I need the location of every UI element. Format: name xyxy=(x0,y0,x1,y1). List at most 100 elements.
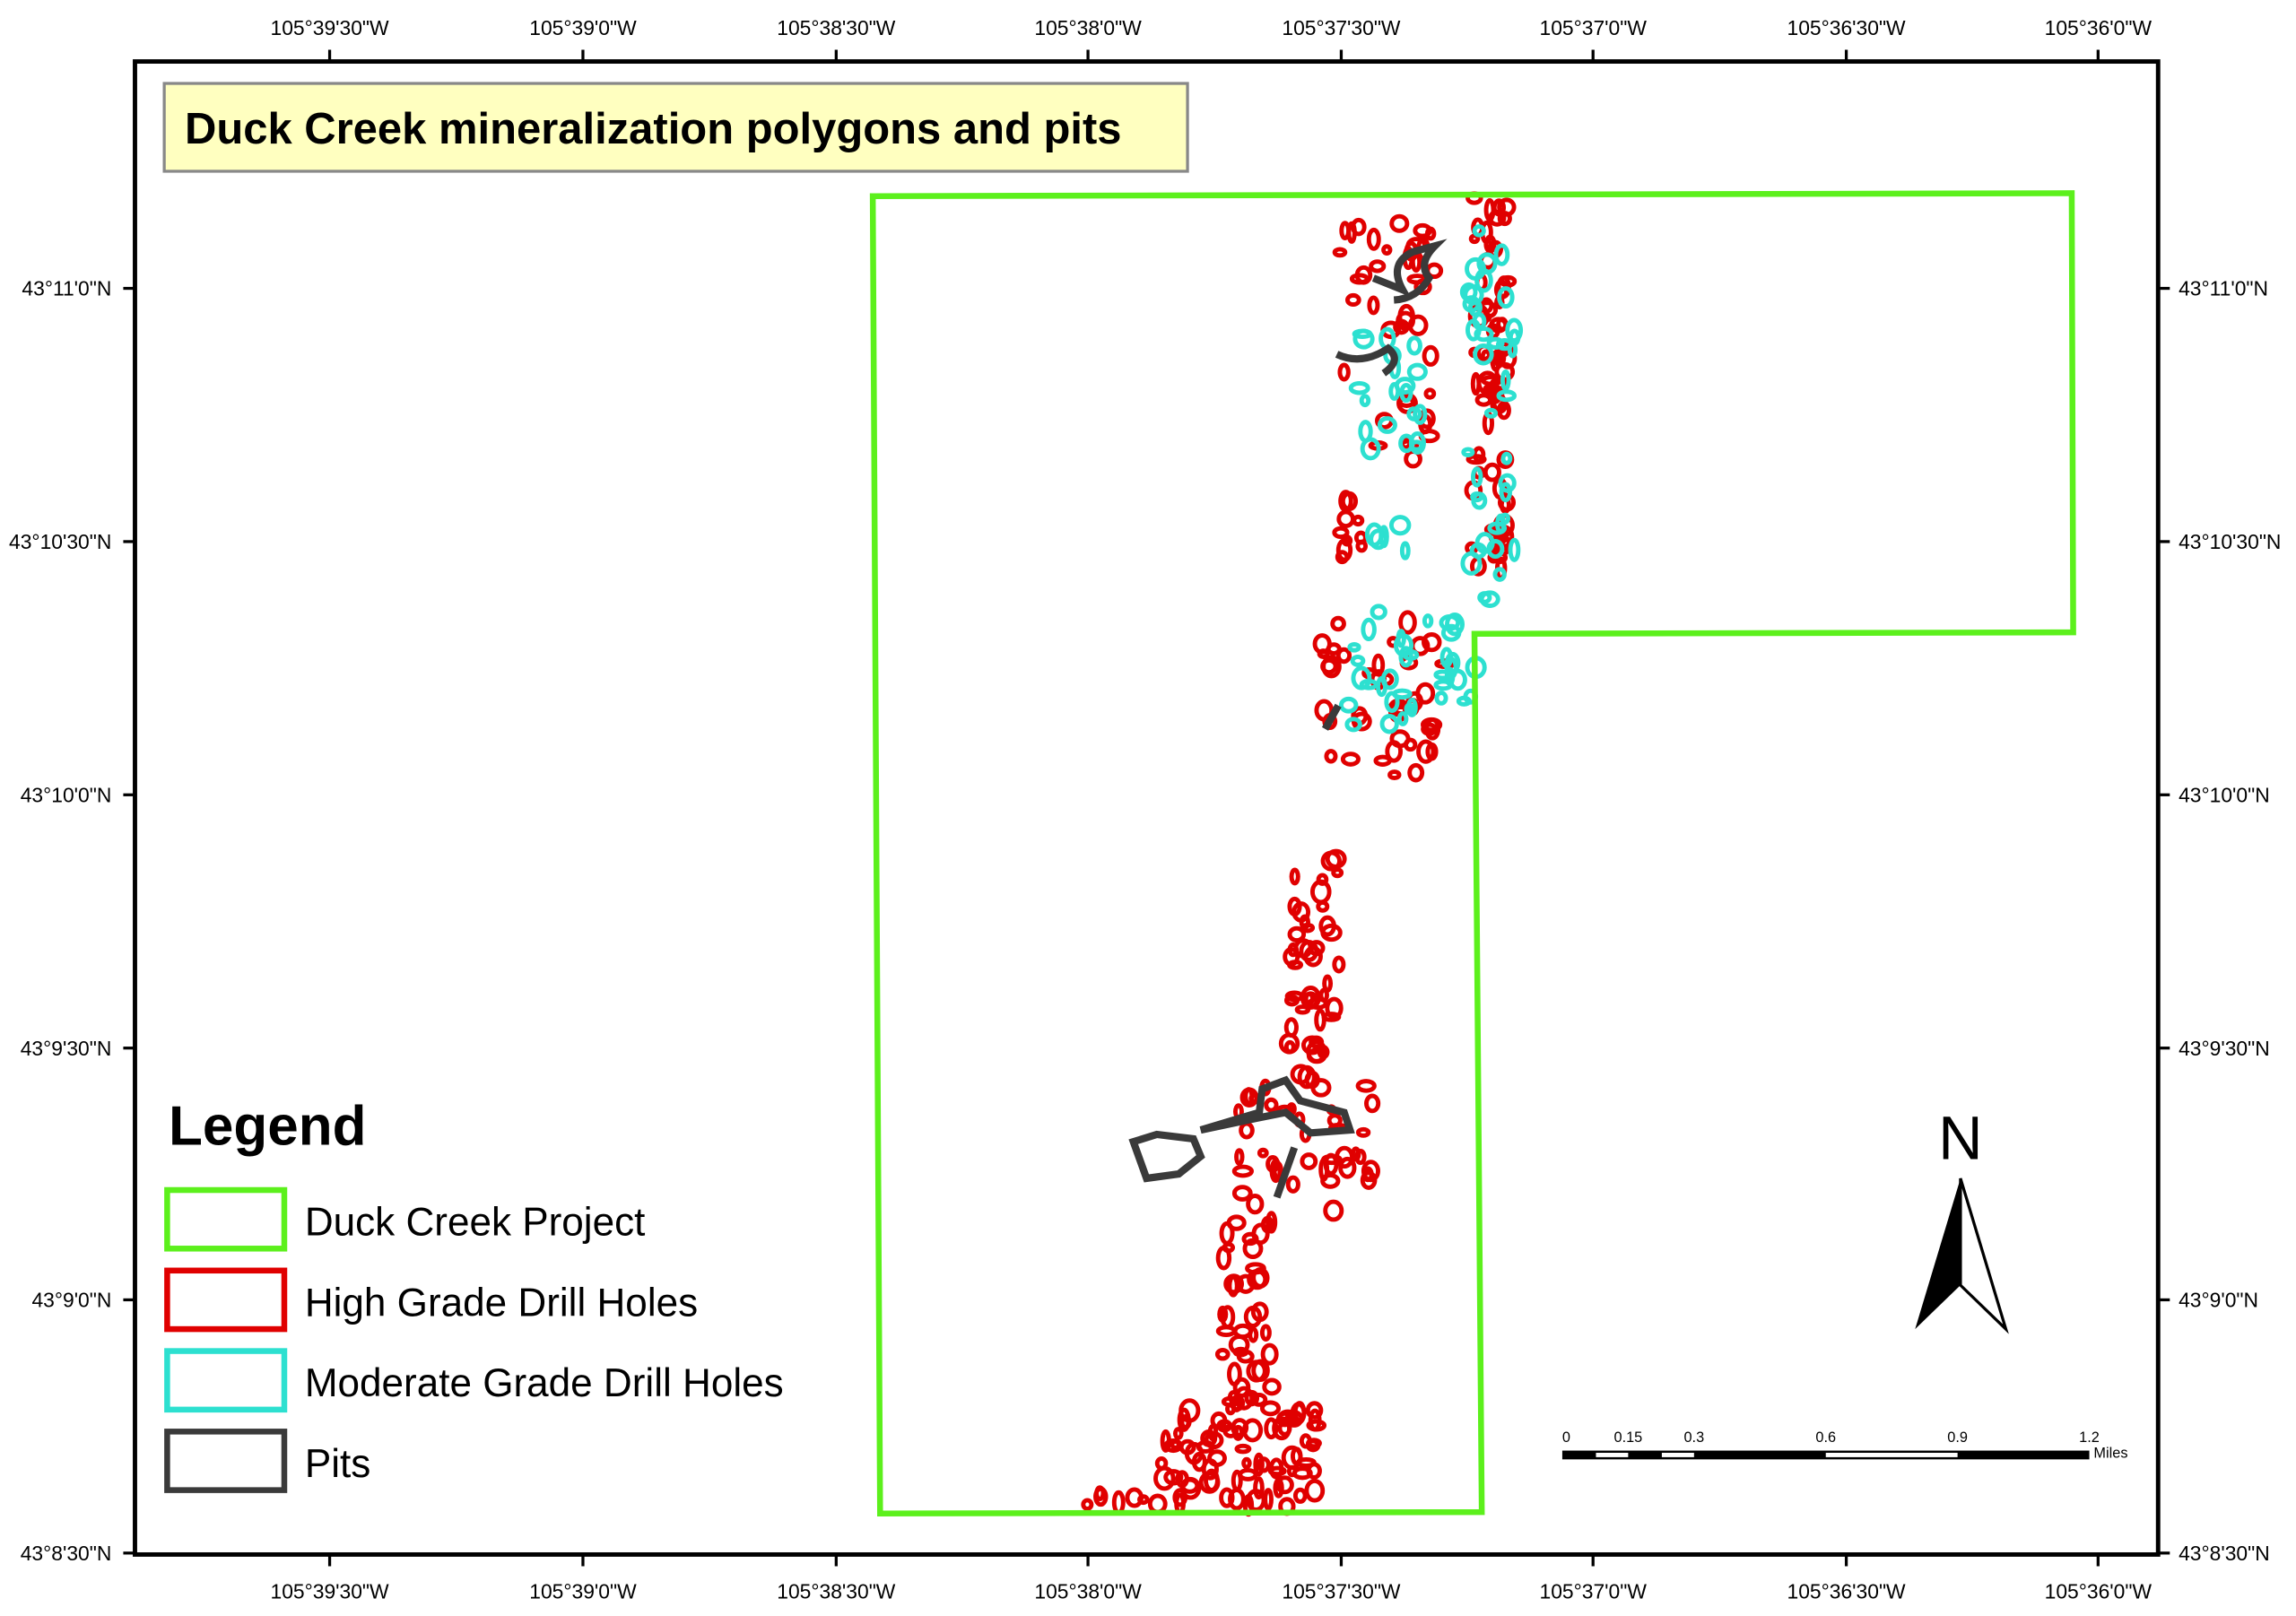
scale-bar-segment xyxy=(1596,1453,1629,1457)
drill-hole xyxy=(1487,521,1508,535)
drill-hole xyxy=(1330,615,1346,632)
drill-hole xyxy=(1493,243,1510,266)
drill-hole xyxy=(1340,491,1359,512)
lon-label-top: 105°39'30"W xyxy=(271,16,390,39)
drill-hole xyxy=(1250,1392,1268,1407)
drill-hole xyxy=(1265,1211,1278,1234)
drill-hole xyxy=(1289,867,1300,886)
drill-hole xyxy=(1396,629,1406,648)
drill-hole xyxy=(1492,567,1507,582)
lon-label-bottom: 105°37'30"W xyxy=(1282,1579,1401,1603)
drill-hole xyxy=(1299,1433,1312,1449)
drill-hole xyxy=(1352,328,1373,340)
drill-hole xyxy=(1421,717,1443,733)
lon-label-bottom: 105°38'30"W xyxy=(777,1579,896,1603)
drill-hole xyxy=(1461,447,1475,458)
drill-hole xyxy=(1324,749,1338,764)
map-frame xyxy=(133,59,2161,1557)
drill-hole xyxy=(1332,955,1346,974)
drill-hole xyxy=(1407,762,1425,783)
lat-label-right: 43°8'30"N xyxy=(2179,1542,2270,1565)
drill-hole xyxy=(1247,1268,1268,1290)
lat-label-right: 43°10'30"N xyxy=(2179,530,2281,553)
drill-hole xyxy=(1292,901,1311,923)
drill-hole xyxy=(1265,1155,1281,1173)
drill-hole xyxy=(1231,1185,1253,1202)
drill-hole xyxy=(1359,394,1371,408)
drill-hole xyxy=(1497,492,1517,512)
drill-hole xyxy=(1172,1427,1184,1440)
drill-hole xyxy=(1388,382,1401,401)
drill-hole xyxy=(1350,654,1366,667)
drill-hole xyxy=(1244,1389,1260,1407)
drill-hole xyxy=(1389,213,1410,233)
legend-swatch xyxy=(164,1267,288,1333)
drill-hole xyxy=(1285,1175,1300,1194)
drill-hole xyxy=(1489,317,1509,334)
drill-hole xyxy=(1292,1487,1308,1504)
scale-label: 0.15 xyxy=(1614,1429,1643,1446)
drill-hole xyxy=(1300,922,1316,934)
drill-hole xyxy=(1499,482,1512,503)
drill-hole xyxy=(1283,994,1300,1007)
drill-hole xyxy=(1416,739,1436,764)
drill-hole xyxy=(1486,539,1505,560)
drill-hole xyxy=(1337,362,1351,382)
drill-hole xyxy=(1223,1273,1245,1295)
lat-label-right: 43°9'30"N xyxy=(2179,1037,2270,1060)
drill-hole xyxy=(1262,1377,1282,1396)
drill-hole xyxy=(1398,646,1413,668)
lon-label-top: 105°37'0"W xyxy=(1539,16,1647,39)
drill-hole xyxy=(1307,996,1328,1010)
drill-hole xyxy=(1259,1324,1272,1342)
lon-label-bottom: 105°38'0"W xyxy=(1034,1579,1142,1603)
drill-hole xyxy=(1226,1214,1247,1231)
drill-hole xyxy=(1483,462,1501,482)
lon-label-top: 105°36'30"W xyxy=(1787,16,1907,39)
drill-hole xyxy=(1445,613,1465,637)
drill-hole xyxy=(1198,1471,1221,1494)
drill-hole xyxy=(1465,318,1482,342)
drill-hole xyxy=(1344,717,1362,733)
scale-label: 0.9 xyxy=(1947,1429,1968,1446)
lon-label-bottom: 105°39'30"W xyxy=(271,1579,390,1603)
scale-label: 0.3 xyxy=(1683,1429,1704,1446)
drill-hole xyxy=(1251,1222,1270,1246)
drill-hole xyxy=(1413,404,1428,425)
drill-hole xyxy=(1320,923,1343,943)
drill-hole xyxy=(1210,1411,1228,1430)
pit xyxy=(1128,1130,1205,1183)
drill-hole xyxy=(1332,247,1348,258)
drill-hole xyxy=(1093,1486,1109,1507)
drill-hole xyxy=(1170,1439,1181,1450)
scale-bar-segment xyxy=(1825,1453,1958,1457)
drill-hole xyxy=(1347,642,1361,653)
lon-label-top: 105°39'0"W xyxy=(529,16,637,39)
drill-hole xyxy=(1496,400,1511,421)
drill-hole xyxy=(1360,1170,1378,1190)
drill-hole xyxy=(1154,1455,1169,1471)
drill-hole xyxy=(1486,336,1505,350)
drill-hole xyxy=(1495,337,1514,352)
drill-hole xyxy=(1364,522,1384,547)
drill-hole xyxy=(1351,665,1372,691)
lat-label-right: 43°9'0"N xyxy=(2179,1289,2258,1312)
drill-hole xyxy=(1379,714,1399,734)
lat-label-left: 43°11'0"N xyxy=(22,277,111,300)
drill-hole xyxy=(1332,526,1350,540)
drill-hole xyxy=(1231,1164,1254,1178)
title-box xyxy=(162,82,1189,173)
drill-hole xyxy=(1469,542,1487,560)
drill-hole xyxy=(1459,282,1478,302)
drill-hole xyxy=(1500,451,1513,465)
drill-hole xyxy=(1310,1078,1332,1098)
drill-hole xyxy=(1335,647,1352,665)
drill-hole xyxy=(1355,1126,1371,1138)
drill-hole xyxy=(1470,491,1484,503)
drill-hole xyxy=(1406,335,1422,356)
drill-hole xyxy=(1323,1152,1339,1176)
drill-hole xyxy=(1377,416,1397,434)
drill-hole xyxy=(1467,298,1483,317)
lon-label-bottom: 105°39'0"W xyxy=(529,1579,637,1603)
drill-hole xyxy=(1314,1008,1326,1032)
